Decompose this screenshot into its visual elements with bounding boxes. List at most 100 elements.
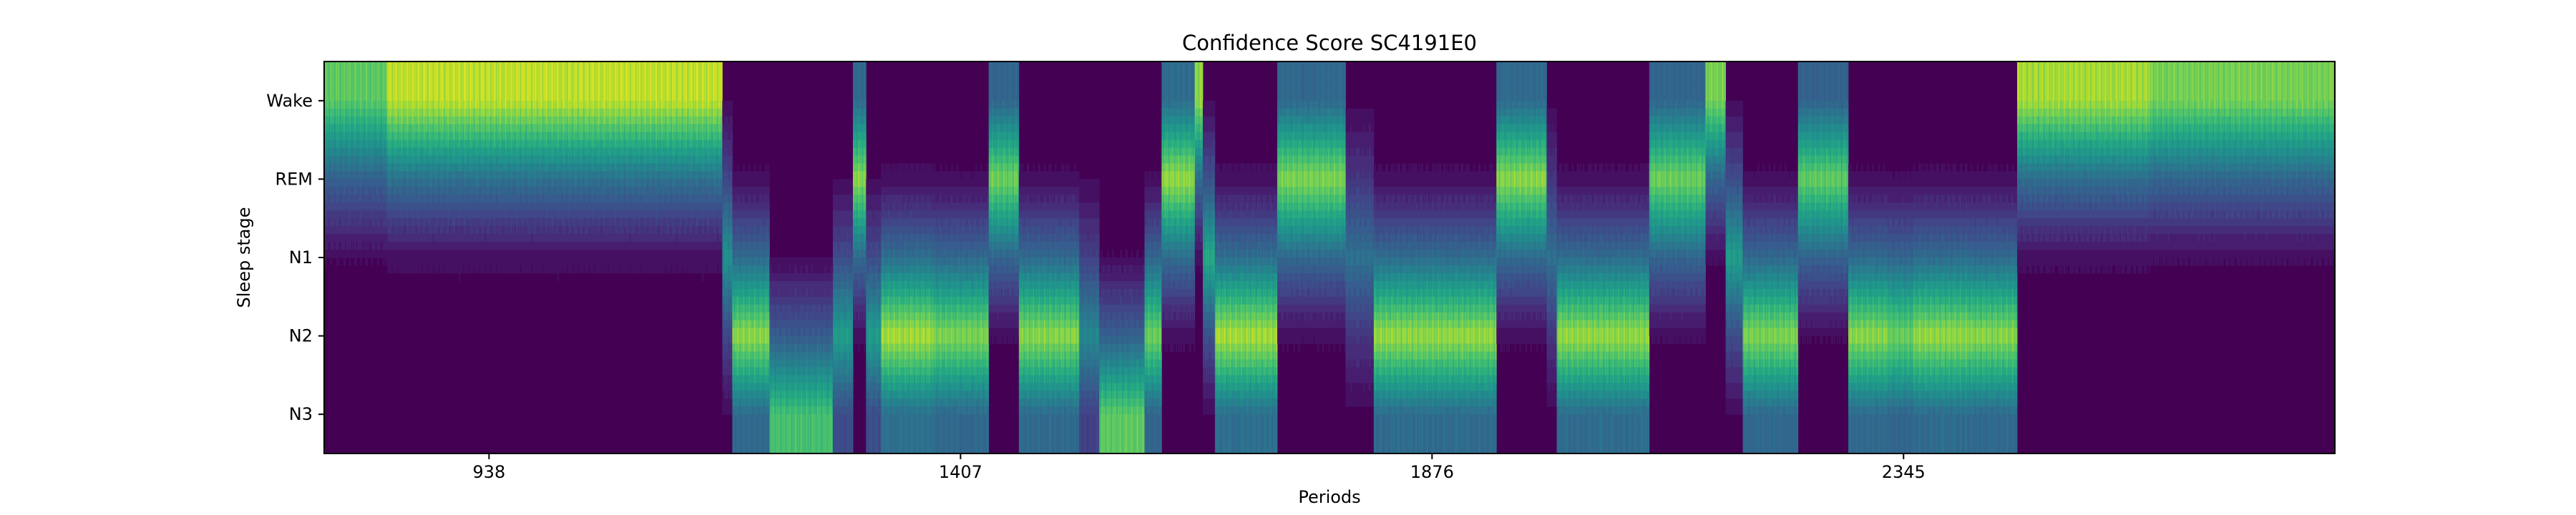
heatmap-cell: [696, 84, 699, 94]
heatmap-cell: [1707, 84, 1709, 94]
heatmap-cell: [492, 100, 494, 109]
heatmap-cell: [1184, 84, 1189, 94]
heatmap-cell: [2265, 69, 2267, 78]
heatmap-cell: [579, 69, 581, 78]
heatmap-cell: [2088, 84, 2090, 94]
heatmap-cell: [525, 92, 528, 102]
heatmap-cell: [2199, 84, 2202, 94]
heatmap-cell: [1174, 69, 1176, 78]
heatmap-cell: [854, 116, 859, 125]
heatmap-cell: [558, 84, 563, 94]
heatmap-cell: [1724, 62, 1726, 70]
heatmap-cell: [1307, 108, 1310, 117]
heatmap-cell: [2313, 77, 2318, 86]
heatmap-cell: [2039, 84, 2043, 94]
heatmap-cell: [615, 84, 616, 94]
heatmap-cell: [1176, 84, 1179, 94]
heatmap-cell: [2045, 108, 2048, 117]
heatmap-cell: [599, 116, 604, 125]
heatmap-cell: [2167, 69, 2170, 78]
heatmap-cell: [2311, 62, 2313, 70]
heatmap-cell: [338, 84, 340, 94]
heatmap-cell: [2085, 84, 2089, 94]
heatmap-cell: [2152, 62, 2155, 70]
heatmap-cell: [528, 69, 532, 78]
heatmap-cell: [1202, 108, 1216, 117]
heatmap-cell: [419, 100, 422, 109]
heatmap-cell: [1177, 116, 1181, 125]
heatmap-cell: [1526, 69, 1531, 78]
heatmap-cell: [1713, 84, 1717, 94]
heatmap-cell: [2047, 62, 2049, 70]
heatmap-cell: [489, 69, 492, 78]
heatmap-cell: [1702, 92, 1706, 102]
heatmap-cell: [489, 77, 491, 86]
heatmap-cell: [436, 77, 439, 86]
heatmap-cell: [2260, 62, 2263, 70]
heatmap-cell: [613, 92, 615, 102]
heatmap-cell: [429, 62, 434, 70]
heatmap-cell: [1651, 77, 1656, 86]
heatmap-cell: [513, 92, 514, 102]
heatmap-cell: [1167, 69, 1171, 78]
heatmap-cell: [571, 84, 573, 94]
heatmap-cell: [665, 92, 668, 102]
heatmap-cell: [2157, 108, 2162, 117]
heatmap-cell: [2229, 77, 2231, 86]
heatmap-cell: [1008, 84, 1013, 94]
heatmap-cell: [1680, 92, 1686, 102]
heatmap-cell: [375, 92, 377, 102]
heatmap-cell: [1828, 77, 1832, 86]
heatmap-cell: [543, 100, 547, 109]
heatmap-cell: [608, 77, 610, 86]
heatmap-cell: [2256, 108, 2260, 117]
heatmap-cell: [1162, 84, 1165, 94]
heatmap-cell: [2226, 62, 2230, 70]
heatmap-cell: [1174, 100, 1179, 109]
heatmap-cell: [2100, 62, 2103, 70]
heatmap-cell: [1184, 108, 1189, 117]
heatmap-cell: [1831, 69, 1834, 78]
heatmap-cell: [467, 84, 471, 94]
heatmap-cell: [2020, 69, 2022, 78]
heatmap-cell: [2024, 92, 2027, 102]
heatmap-cell: [2215, 77, 2219, 86]
heatmap-cell: [2291, 84, 2293, 94]
heatmap-cell: [2060, 69, 2062, 78]
heatmap-cell: [350, 92, 352, 102]
heatmap-cell: [507, 62, 509, 70]
heatmap-cell: [1816, 69, 1819, 78]
heatmap-cell: [509, 77, 512, 86]
heatmap-cell: [2157, 62, 2160, 70]
heatmap-cell: [2301, 77, 2303, 86]
heatmap-cell: [2328, 62, 2331, 70]
heatmap-cell: [1006, 84, 1008, 94]
heatmap-cell: [349, 69, 351, 78]
heatmap-cell: [407, 62, 409, 70]
heatmap-cell: [502, 100, 506, 109]
heatmap-cell: [2175, 62, 2177, 70]
heatmap-cell: [457, 92, 459, 102]
heatmap-cell: [668, 62, 670, 70]
heatmap-cell: [1176, 62, 1177, 70]
heatmap-cell: [2288, 69, 2291, 78]
heatmap-cell: [2288, 77, 2291, 86]
heatmap-cell: [464, 116, 467, 125]
heatmap-cell: [1818, 84, 1820, 94]
heatmap-cell: [2258, 84, 2260, 94]
heatmap-cell: [432, 62, 434, 70]
heatmap-cell: [522, 92, 524, 102]
heatmap-cell: [536, 92, 539, 102]
heatmap-cell: [1303, 69, 1314, 78]
heatmap-cell: [2054, 84, 2057, 94]
heatmap-cell: [1696, 69, 1698, 78]
heatmap-cell: [499, 77, 501, 86]
heatmap-cell: [346, 69, 350, 78]
heatmap-cell: [2080, 62, 2082, 70]
heatmap-cell: [2328, 77, 2331, 86]
heatmap-cell: [358, 77, 360, 86]
heatmap-cell: [2263, 77, 2265, 86]
heatmap-cell: [367, 84, 369, 94]
heatmap-cell: [1675, 108, 1678, 117]
heatmap-cell: [2318, 100, 2321, 109]
